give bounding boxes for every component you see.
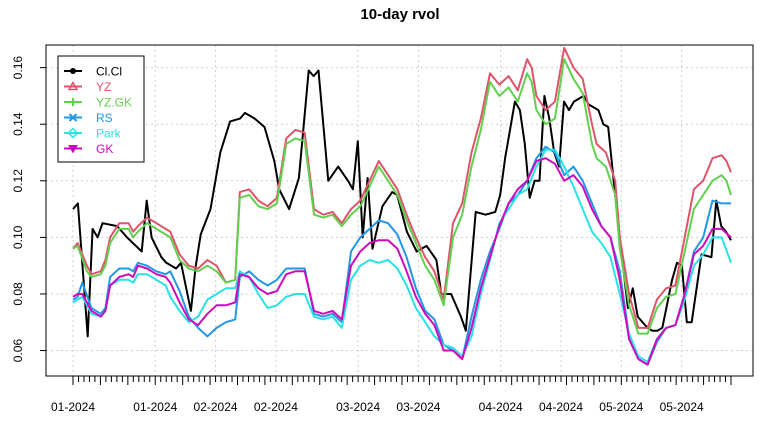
legend-label-cl-cl: Cl.Cl	[96, 65, 122, 79]
x-tick-label-8: 05-2024	[599, 400, 643, 414]
legend-label-yz-gk: YZ.GK	[96, 96, 132, 110]
x-tick-label-4: 03-2024	[336, 400, 380, 414]
y-tick-label-2: 0.10	[11, 225, 25, 249]
chart-title: 10-day rvol	[360, 6, 439, 23]
x-tick-label-1: 01-2024	[133, 400, 177, 414]
x-axis: 01-2024 01-2024 02-2024 02-2024 03-2024 03-20…	[51, 376, 732, 414]
legend-marker-park	[67, 127, 79, 139]
y-tick-label-3: 0.12	[11, 169, 25, 193]
legend-label-yz: YZ	[96, 80, 111, 94]
x-tick-label-2: 02-2024	[194, 400, 238, 414]
plot-frame	[45, 44, 754, 377]
series-line-yz-gk	[72, 58, 732, 335]
legend-label-rs: RS	[96, 111, 113, 125]
x-tick-label-0: 01-2024	[51, 400, 95, 414]
y-tick-label-5: 0.16	[11, 56, 25, 80]
x-tick-label-6: 04-2024	[479, 400, 523, 414]
series-line-park	[72, 148, 732, 363]
x-tick-label-9: 05-2024	[660, 400, 704, 414]
x-tick-label-5: 03-2024	[396, 400, 440, 414]
legend-marker-cl-cl	[70, 68, 76, 74]
legend-marker-yz	[67, 80, 79, 91]
y-tick-label-0: 0.06	[11, 339, 25, 363]
legend-marker-rs	[68, 113, 78, 122]
y-tick-label-1: 0.08	[11, 282, 25, 306]
x-tick-label-7: 04-2024	[539, 400, 583, 414]
legend-marker-yz-gk	[69, 98, 77, 106]
grid	[46, 45, 753, 376]
series-line-gk	[72, 157, 732, 366]
series-layer	[72, 46, 732, 366]
y-axis: 0.06 0.08 0.10 0.12 0.14 0.16	[11, 56, 46, 363]
legend-label-park: Park	[96, 127, 122, 141]
y-tick-label-4: 0.14	[11, 112, 25, 136]
series-line-rs	[72, 145, 731, 366]
legend-marker-gk	[68, 145, 78, 154]
x-tick-label-3: 02-2024	[254, 400, 298, 414]
legend-label-gk: GK	[96, 142, 113, 156]
